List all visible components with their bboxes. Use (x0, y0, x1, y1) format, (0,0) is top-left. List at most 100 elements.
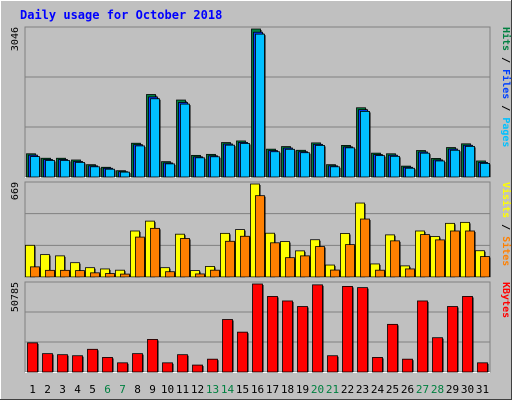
bar-sites-day-12 (195, 273, 205, 278)
bar-kbytes-day-12 (192, 364, 203, 373)
bar-sites-day-21 (330, 269, 340, 278)
bar-sites-day-24 (375, 269, 385, 278)
bar-kbytes-day-28 (432, 337, 443, 373)
x-tick-label: 13 (206, 383, 219, 396)
x-tick-label: 11 (176, 383, 189, 396)
bar-sites-day-1 (30, 266, 40, 278)
legend-entry: / (500, 99, 511, 117)
x-tick-label: 30 (461, 383, 474, 396)
bar-sites-day-15 (240, 235, 250, 278)
bar-pages-day-20 (315, 145, 325, 178)
bar-pages-day-6 (105, 168, 115, 178)
bar-kbytes-day-31 (477, 362, 488, 373)
bar-kbytes-day-5 (87, 348, 98, 373)
bar-sites-day-5 (90, 272, 100, 278)
bar-kbytes-day-17 (267, 296, 278, 373)
x-tick-label: 6 (104, 383, 111, 396)
x-tick-label: 14 (221, 383, 235, 396)
bar-kbytes-day-21 (327, 355, 338, 373)
legend-kbytes: KBytes (500, 282, 511, 318)
bar-sites-day-13 (210, 269, 220, 278)
bar-visits-day-5 (85, 267, 95, 278)
x-tick-label: 10 (161, 383, 174, 396)
bar-sites-day-25 (390, 240, 400, 278)
bar-visits-day-7 (115, 269, 125, 278)
bar-sites-day-23 (360, 218, 370, 278)
legend-entry: Pages (500, 117, 511, 147)
bar-pages-day-3 (60, 160, 70, 178)
bar-pages-day-30 (465, 145, 475, 178)
x-tick-label: 12 (191, 383, 204, 396)
bar-visits-day-4 (70, 262, 80, 278)
bar-sites-day-18 (285, 257, 295, 278)
bar-sites-day-20 (315, 246, 325, 278)
x-tick-label: 24 (371, 383, 385, 396)
bar-kbytes-day-2 (42, 353, 53, 373)
bar-kbytes-day-23 (357, 287, 368, 373)
bar-pages-day-18 (285, 148, 295, 178)
bar-kbytes-day-8 (132, 353, 143, 373)
bar-kbytes-day-30 (462, 296, 473, 373)
bar-pages-day-1 (30, 156, 40, 178)
x-tick-label: 9 (149, 383, 156, 396)
bar-kbytes-day-11 (177, 354, 188, 373)
bar-pages-day-17 (270, 151, 280, 178)
bar-kbytes-day-16 (252, 283, 263, 373)
bar-sites-day-17 (270, 242, 280, 278)
bar-kbytes-day-18 (282, 300, 293, 373)
x-tick-label: 4 (74, 383, 81, 396)
bar-kbytes-day-13 (207, 358, 218, 373)
bar-kbytes-day-7 (117, 362, 128, 373)
bar-kbytes-day-26 (402, 358, 413, 373)
bar-pages-day-26 (405, 167, 415, 178)
bar-sites-day-27 (420, 234, 430, 278)
legend-hits: Hits / Files / Pages (500, 27, 512, 147)
legend-entry: KBytes (500, 282, 511, 318)
bar-pages-day-15 (240, 143, 250, 178)
bar-sites-day-19 (300, 255, 310, 278)
bar-pages-day-13 (210, 156, 220, 178)
bar-pages-day-27 (420, 152, 430, 178)
bar-pages-day-2 (45, 160, 55, 178)
x-tick-label: 25 (386, 383, 399, 396)
bar-kbytes-day-25 (387, 323, 398, 373)
y-max-label-hits: 3046 (10, 27, 21, 51)
bar-visits-day-2 (40, 254, 50, 278)
x-tick-label: 29 (446, 383, 459, 396)
bar-sites-day-6 (105, 273, 115, 278)
x-tick-label: 15 (236, 383, 249, 396)
panel-visits: 669 Visits / Sites (10, 181, 512, 278)
legend-entry: Sites (500, 236, 512, 266)
legend-visits: Visits / Sites (500, 182, 512, 266)
x-axis-labels: 1 2 3 4 5 6 7 8 9 10 11 12 13 14 15 16 17 18 19 20 21 22 23 24 2… (29, 383, 489, 396)
x-tick-label: 3 (59, 383, 66, 396)
chart-title: Daily usage for October 2018 (20, 8, 222, 22)
bar-visits-day-3 (55, 255, 65, 278)
legend-entry: / (500, 218, 511, 236)
bar-pages-day-23 (360, 111, 370, 178)
legend-entry: Hits (500, 27, 512, 51)
bar-kbytes-day-9 (147, 339, 158, 373)
bar-visits-day-1 (25, 244, 35, 278)
bar-pages-day-19 (300, 152, 310, 178)
bar-pages-day-8 (135, 145, 145, 178)
x-tick-label: 1 (29, 383, 36, 396)
bar-sites-day-11 (180, 238, 190, 278)
bar-pages-day-22 (345, 147, 355, 178)
bar-sites-day-22 (345, 244, 355, 278)
bar-sites-day-28 (435, 239, 445, 278)
panel-kbytes: 50785 KBytes (10, 281, 511, 373)
x-tick-label: 31 (476, 383, 489, 396)
bar-kbytes-day-22 (342, 285, 353, 373)
bars-hits (26, 28, 491, 178)
bar-sites-day-29 (450, 230, 460, 278)
bar-sites-day-31 (480, 256, 490, 278)
bar-sites-day-8 (135, 236, 145, 278)
bar-pages-day-16 (255, 33, 265, 178)
bar-sites-day-16 (255, 195, 265, 278)
bar-sites-day-10 (165, 271, 175, 278)
legend-entry: / (500, 51, 511, 69)
bar-pages-day-28 (435, 160, 445, 178)
bar-sites-day-2 (45, 269, 55, 278)
